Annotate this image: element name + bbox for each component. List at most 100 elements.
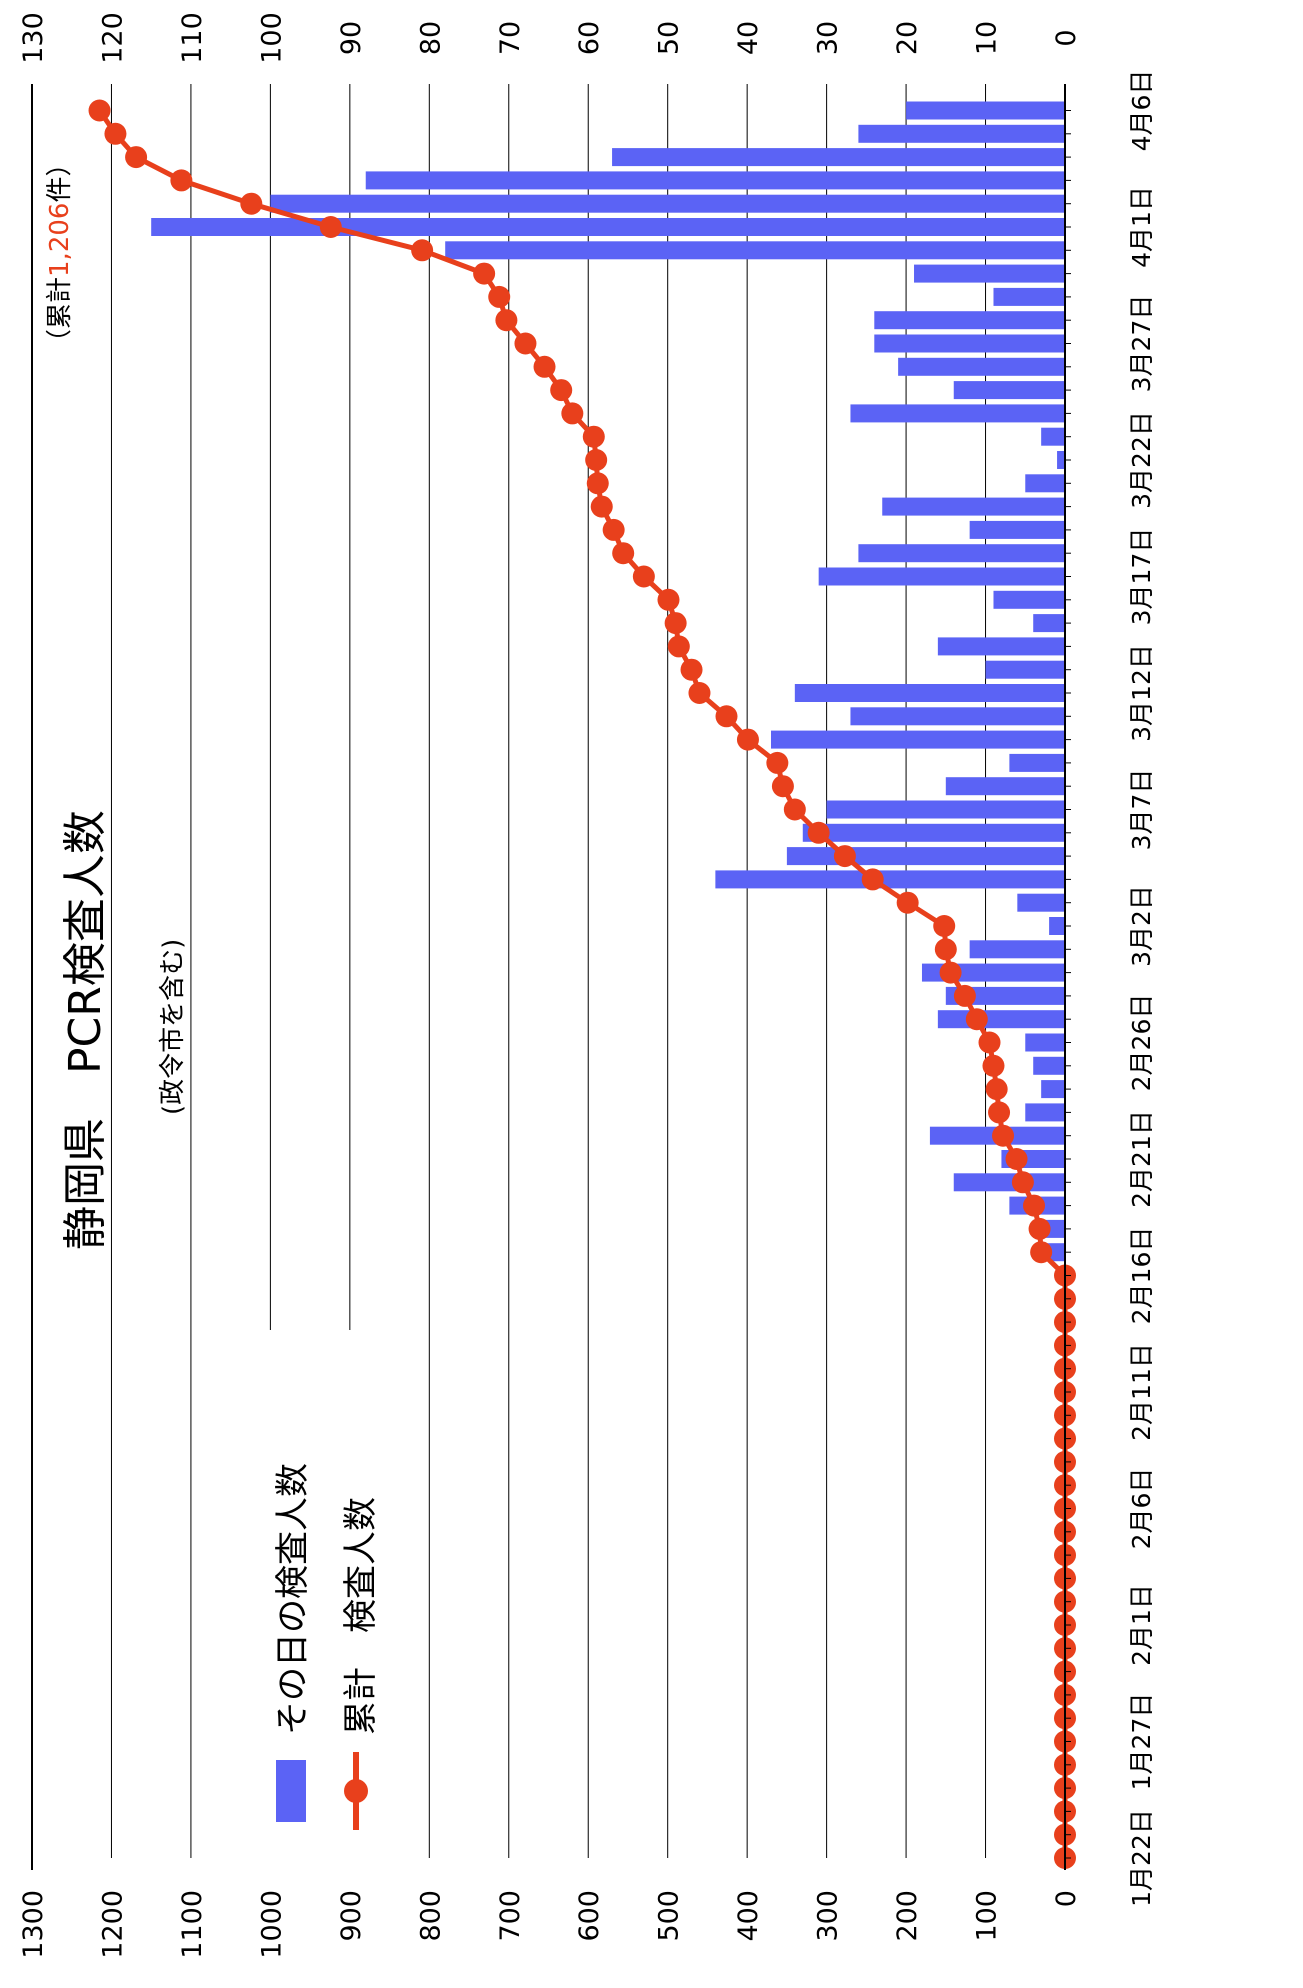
legend: その日の検査人数 累計 検査人数 bbox=[273, 1463, 381, 1830]
cumulative-point-70 bbox=[319, 216, 342, 238]
daily-tick-80: 80 bbox=[415, 21, 446, 55]
daily-tick-130: 130 bbox=[18, 12, 49, 64]
legend-label-daily: その日の検査人数 bbox=[273, 1463, 313, 1735]
bar-75 bbox=[906, 101, 1065, 120]
cumulative-point-47 bbox=[766, 751, 789, 774]
cumulative-tick-800: 800 bbox=[415, 1890, 446, 1942]
cumulative-point-40 bbox=[933, 915, 956, 937]
bar-66 bbox=[874, 311, 1065, 330]
legend-label-cumulative: 累計 検査人数 bbox=[341, 1497, 381, 1735]
bar-36 bbox=[937, 1010, 1065, 1029]
bar-29 bbox=[953, 1173, 1065, 1192]
cumulative-point-41 bbox=[896, 891, 919, 914]
cumulative-point-28 bbox=[1023, 1194, 1046, 1217]
bar-35 bbox=[1025, 1033, 1065, 1052]
cumulative-tick-300: 300 bbox=[813, 1890, 844, 1942]
bar-54 bbox=[993, 590, 1065, 609]
cumulative-tick-0: 0 bbox=[1051, 1890, 1082, 1907]
date-label-35: 2月26日 bbox=[1127, 994, 1156, 1092]
cumulative-point-35 bbox=[978, 1031, 1001, 1054]
daily-tick-40: 40 bbox=[733, 21, 764, 55]
date-label-10: 2月1日 bbox=[1127, 1584, 1156, 1666]
bar-43 bbox=[786, 847, 1065, 866]
bar-58 bbox=[882, 497, 1065, 516]
cumulative-point-66 bbox=[495, 309, 518, 332]
bar-32 bbox=[1025, 1103, 1065, 1122]
cumulative-point-43 bbox=[833, 845, 856, 868]
cumulative-point-29 bbox=[1011, 1171, 1034, 1194]
bar-70 bbox=[151, 218, 1065, 236]
legend-bar-swatch bbox=[276, 1760, 306, 1822]
bar-33 bbox=[1041, 1080, 1065, 1099]
chart-subtitle: (政令市を含む) bbox=[158, 939, 188, 1115]
bar-69 bbox=[445, 241, 1065, 260]
cumulative-point-73 bbox=[125, 146, 148, 169]
cumulative-point-45 bbox=[783, 798, 806, 821]
bar-65 bbox=[874, 334, 1065, 353]
cumulative-point-69 bbox=[411, 239, 434, 262]
bar-47 bbox=[1009, 753, 1065, 772]
bar-62 bbox=[850, 404, 1065, 423]
bar-64 bbox=[898, 357, 1065, 376]
daily-tick-70: 70 bbox=[495, 21, 526, 55]
daily-tick-30: 30 bbox=[813, 21, 844, 55]
date-label-65: 3月27日 bbox=[1127, 295, 1156, 393]
bar-40 bbox=[1049, 917, 1065, 935]
bar-44 bbox=[802, 823, 1065, 842]
cumulative-point-31 bbox=[992, 1124, 1015, 1147]
cumulative-point-65 bbox=[514, 332, 537, 355]
cumulative-point-56 bbox=[612, 542, 635, 565]
bar-42 bbox=[715, 870, 1065, 889]
date-label-5: 1月27日 bbox=[1127, 1693, 1156, 1791]
cumulative-point-58 bbox=[590, 495, 613, 518]
cumulative-point-75 bbox=[88, 99, 111, 122]
cumulative-point-55 bbox=[632, 565, 655, 588]
cumulative-point-68 bbox=[473, 262, 496, 285]
bar-46 bbox=[945, 777, 1065, 796]
cumulative-point-36 bbox=[965, 1008, 988, 1031]
date-label-55: 3月17日 bbox=[1127, 528, 1156, 626]
bar-37 bbox=[945, 986, 1065, 1005]
cumulative-point-39 bbox=[934, 938, 957, 961]
date-label-70: 4月1日 bbox=[1127, 186, 1156, 268]
bar-39 bbox=[969, 940, 1065, 959]
cumulative-tick-100: 100 bbox=[972, 1890, 1003, 1942]
cumulative-point-30 bbox=[1005, 1148, 1028, 1170]
cumulative-point-49 bbox=[715, 705, 738, 728]
cumulative-point-72 bbox=[170, 169, 193, 192]
date-label-75: 4月6日 bbox=[1127, 70, 1156, 152]
bar-68 bbox=[914, 264, 1065, 283]
date-label-45: 3月7日 bbox=[1127, 769, 1156, 851]
daily-tick-60: 60 bbox=[574, 21, 605, 55]
cumulative-tick-200: 200 bbox=[892, 1890, 923, 1942]
daily-tick-100: 100 bbox=[256, 12, 287, 64]
date-label-25: 2月16日 bbox=[1127, 1227, 1156, 1325]
cumulative-point-53 bbox=[664, 612, 687, 635]
cumulative-point-37 bbox=[953, 984, 976, 1007]
bar-71 bbox=[270, 194, 1065, 213]
date-label-60: 3月22日 bbox=[1127, 411, 1156, 509]
date-label-30: 2月21日 bbox=[1127, 1110, 1156, 1208]
total-note: （累計1,206件） bbox=[45, 151, 75, 355]
cumulative-point-46 bbox=[771, 775, 794, 798]
bar-59 bbox=[1025, 474, 1065, 493]
daily-tick-90: 90 bbox=[336, 21, 367, 55]
bar-51 bbox=[985, 660, 1065, 679]
cumulative-point-34 bbox=[982, 1054, 1005, 1077]
cumulative-point-63 bbox=[550, 379, 573, 402]
date-label-20: 2月11日 bbox=[1127, 1343, 1156, 1441]
bar-72 bbox=[365, 171, 1065, 190]
bar-41 bbox=[1017, 893, 1065, 912]
bar-56 bbox=[858, 544, 1065, 563]
date-label-50: 3月12日 bbox=[1127, 644, 1156, 742]
cumulative-point-67 bbox=[488, 285, 511, 308]
cumulative-tick-1200: 1200 bbox=[97, 1890, 128, 1959]
cumulative-point-32 bbox=[988, 1101, 1011, 1124]
daily-axis-ticks: 0 10 20 30 40 50 60 70 80 90 100 110 120 130 bbox=[18, 12, 1082, 64]
bar-53 bbox=[1033, 614, 1065, 633]
bar-60 bbox=[1057, 451, 1065, 469]
cumulative-axis-ticks: 0 100 200 300 400 500 600 700 800 900 1000 1100 1200… bbox=[18, 1890, 1082, 1959]
date-label-15: 2月6日 bbox=[1127, 1468, 1156, 1550]
daily-tick-20: 20 bbox=[892, 21, 923, 55]
